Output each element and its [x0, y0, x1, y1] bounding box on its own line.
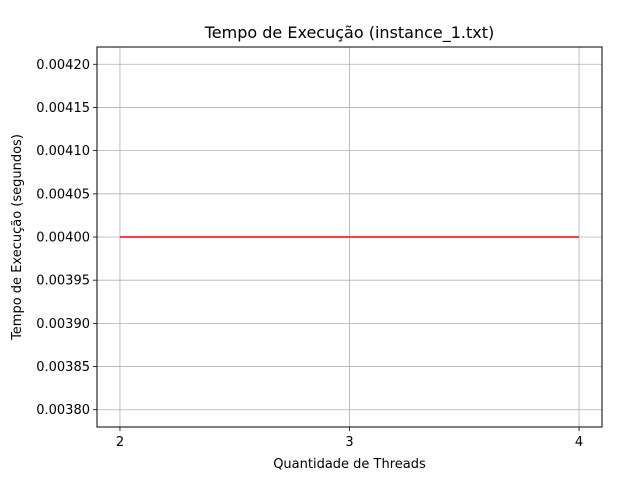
y-tick-label: 0.00390	[36, 317, 90, 332]
y-tick-label: 0.00380	[36, 403, 90, 418]
y-tick-label: 0.00415	[36, 101, 90, 116]
x-tick-label: 3	[345, 435, 353, 450]
y-axis-label: Tempo de Execução (segundos)	[10, 134, 25, 341]
y-tick-label: 0.00405	[36, 187, 90, 202]
grid-lines	[97, 47, 602, 427]
x-tick-label: 2	[116, 435, 124, 450]
y-tick-label: 0.00420	[36, 58, 90, 73]
y-tick-label: 0.00385	[36, 360, 90, 375]
y-tick-label: 0.00395	[36, 274, 90, 289]
y-tick-label: 0.00400	[36, 231, 90, 246]
y-tick-label: 0.00410	[36, 144, 90, 159]
axis-ticks: 2 3 4 0.00380 0.00385 0.00390 0.00395 0.00400 0.…	[36, 58, 583, 450]
x-axis-label: Quantidade de Threads	[273, 457, 426, 472]
chart-title: Tempo de Execução (instance_1.txt)	[204, 23, 495, 43]
x-tick-label: 4	[575, 435, 583, 450]
